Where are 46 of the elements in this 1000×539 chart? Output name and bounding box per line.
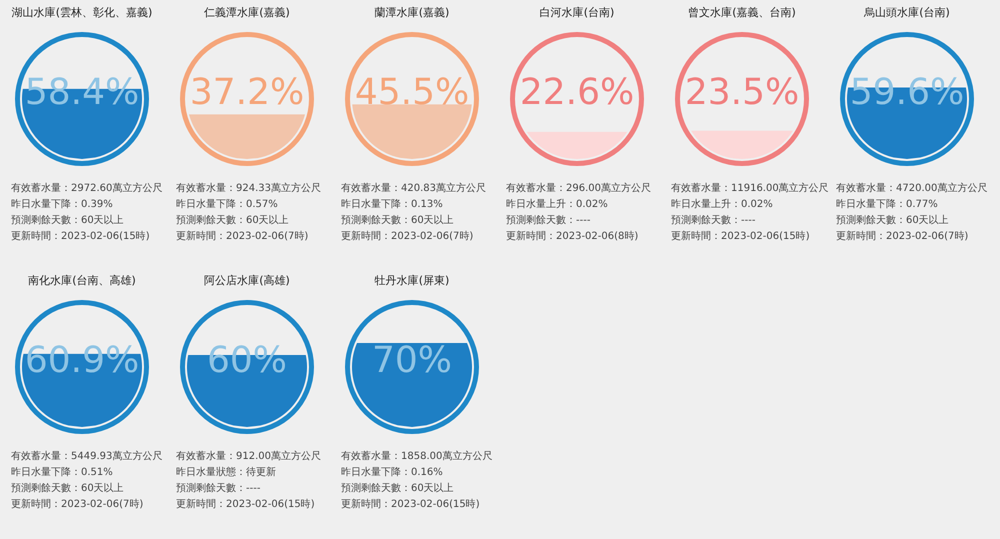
data-label: 70% xyxy=(372,340,452,381)
text: 昨日水量下降：0.57% xyxy=(176,198,278,210)
text: 有效蓄水量：296.00萬立方公尺 xyxy=(506,182,651,194)
text: 昨日水量上升：0.02% xyxy=(671,198,773,210)
text: 有效蓄水量：420.83萬立方公尺 xyxy=(341,182,486,194)
text: 預測剩餘天數：60天以上 xyxy=(341,214,454,226)
text: 預測剩餘天數：---- xyxy=(671,214,756,226)
text: 蘭潭水庫(嘉義) xyxy=(374,6,450,19)
text: 昨日水量下降：0.51% xyxy=(11,466,113,478)
text: 預測剩餘天數：60天以上 xyxy=(341,482,454,494)
text: 有效蓄水量：4720.00萬立方公尺 xyxy=(836,182,988,194)
text: 阿公店水庫(高雄) xyxy=(204,274,290,287)
text: 預測剩餘天數：60天以上 xyxy=(11,482,124,494)
text: 昨日水量下降：0.39% xyxy=(11,198,113,210)
text: 白河水庫(台南) xyxy=(540,6,614,19)
text: 有效蓄水量：912.00萬立方公尺 xyxy=(176,450,321,462)
text: 更新時間：2023-02-06(15時) xyxy=(11,230,150,242)
text: 仁義潭水庫(嘉義) xyxy=(204,6,290,19)
text: 烏山頭水庫(台南) xyxy=(863,6,950,19)
text: 牡丹水庫(屏東) xyxy=(374,274,450,287)
text: 昨日水量上升：0.02% xyxy=(506,198,608,210)
text: 更新時間：2023-02-06(7時) xyxy=(11,498,144,510)
text: 曾文水庫(嘉義、台南) xyxy=(688,6,796,19)
text: 預測剩餘天數：60天以上 xyxy=(836,214,949,226)
text: 有效蓄水量：5449.93萬立方公尺 xyxy=(11,450,162,462)
text: 預測剩餘天數：---- xyxy=(506,214,591,226)
text: 昨日水量下降：0.13% xyxy=(341,198,443,210)
text: 更新時間：2023-02-06(8時) xyxy=(506,230,638,242)
text: 預測剩餘天數：60天以上 xyxy=(11,214,124,226)
text: 更新時間：2023-02-06(7時) xyxy=(176,230,308,242)
text: 更新時間：2023-02-06(7時) xyxy=(836,230,968,242)
text: 更新時間：2023-02-06(15時) xyxy=(671,230,810,242)
text: 昨日水量下降：0.77% xyxy=(836,198,938,210)
text: 預測剩餘天數：---- xyxy=(176,482,261,494)
text: 更新時間：2023-02-06(15時) xyxy=(176,498,315,510)
text: 更新時間：2023-02-06(15時) xyxy=(341,498,480,510)
text: 更新時間：2023-02-06(7時) xyxy=(341,230,474,242)
text: 昨日水量下降：0.16% xyxy=(341,466,443,478)
text: 南化水庫(台南、高雄) xyxy=(28,274,136,287)
text: 有效蓄水量：924.33萬立方公尺 xyxy=(176,182,321,194)
text: 有效蓄水量：2972.60萬立方公尺 xyxy=(11,182,162,194)
text: 湖山水庫(雲林、彰化、嘉義) xyxy=(12,6,152,19)
text: 有效蓄水量：11916.00萬立方公尺 xyxy=(671,182,829,194)
text: 預測剩餘天數：60天以上 xyxy=(176,214,289,226)
text: 昨日水量狀態：待更新 xyxy=(176,466,276,478)
text: 有效蓄水量：1858.00萬立方公尺 xyxy=(341,450,492,462)
